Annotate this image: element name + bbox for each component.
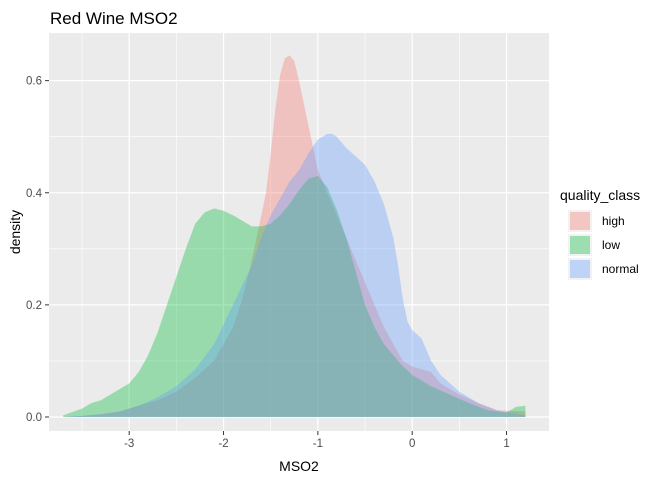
y-tick-label: 0.4	[26, 188, 43, 200]
x-axis-title: MSO2	[279, 458, 319, 474]
legend-label-high: high	[602, 214, 625, 228]
legend-label-normal: normal	[602, 262, 639, 276]
legend-title: quality_class	[560, 187, 640, 203]
x-tick-label: 0	[409, 438, 415, 450]
y-axis-title: density	[7, 210, 23, 254]
legend-key-background	[568, 210, 592, 232]
grid-lines	[49, 33, 549, 431]
x-tick-label: -3	[124, 438, 134, 450]
axes: -3 -2 -1 0 1 0.0 0.2 0.4 0.6	[26, 76, 510, 450]
x-tick-label: -2	[218, 438, 228, 450]
y-tick-label: 0.0	[26, 412, 42, 424]
legend-key-low	[570, 236, 590, 254]
legend: quality_class high low normal	[560, 187, 640, 280]
y-tick-label: 0.6	[26, 76, 42, 88]
x-tick-label: 1	[503, 438, 509, 450]
chart-title: Red Wine MSO2	[50, 9, 178, 28]
legend-key-background	[568, 234, 592, 256]
density-areas	[63, 55, 526, 418]
density-area-normal	[63, 133, 526, 417]
legend-key-normal	[570, 260, 590, 278]
legend-label-low: low	[602, 238, 620, 252]
legend-key-high	[570, 212, 590, 230]
density-area-high	[63, 55, 526, 418]
y-tick-label: 0.2	[26, 300, 42, 312]
density-area-low	[63, 175, 526, 417]
plot-panel	[49, 33, 549, 431]
x-tick-label: -1	[313, 438, 323, 450]
legend-key-background	[568, 258, 592, 280]
